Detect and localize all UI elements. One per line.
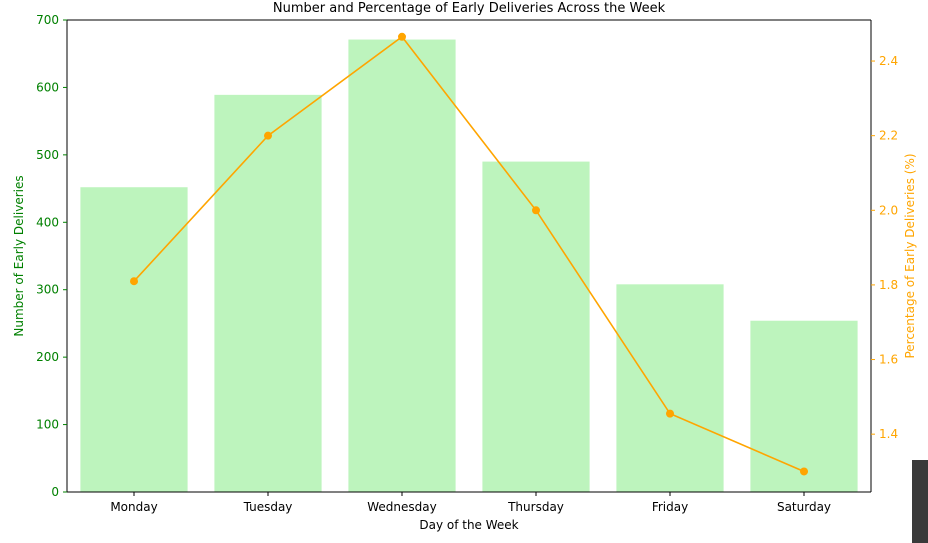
percentage-line (133, 35, 805, 473)
bar-thursday (482, 161, 590, 492)
y-tick-label: 700 (36, 13, 59, 27)
y2-tick-label: 1.8 (879, 278, 898, 292)
point-monday (130, 277, 138, 286)
y-tick-label: 600 (36, 80, 59, 94)
line-layer (130, 32, 808, 476)
chart-title: Number and Percentage of Early Deliverie… (273, 1, 666, 16)
y2-tick-label: 2.4 (879, 54, 898, 68)
y2-tick-label: 2.0 (879, 203, 898, 217)
y-tick-label: 300 (36, 283, 59, 297)
bars-layer (80, 39, 858, 493)
y2-tick-label: 1.6 (879, 353, 898, 367)
axes-layer (66, 19, 872, 493)
y-axis-label: Number of Early Deliveries (12, 175, 26, 336)
y-tick-label: 200 (36, 350, 59, 364)
bar-tuesday (214, 94, 322, 492)
x-tick-label: Monday (110, 500, 157, 514)
x-tick-label: Wednesday (367, 500, 436, 514)
y-ticks: 0 100 200 300 400 500 600 700 (36, 13, 67, 499)
y2-tick-label: 1.4 (879, 427, 898, 441)
x-ticks: Monday Tuesday Wednesday Thursday Friday Satu… (110, 492, 831, 514)
x-tick-label: Tuesday (243, 500, 293, 514)
x-tick-label: Friday (652, 500, 688, 514)
y2-tick-label: 2.2 (879, 129, 898, 143)
y-tick-label: 500 (36, 148, 59, 162)
x-axis-label: Day of the Week (419, 518, 518, 532)
y2-ticks: 1.4 1.6 1.8 2.0 2.2 2.4 (871, 54, 898, 441)
y-tick-label: 400 (36, 215, 59, 229)
point-wednesday (398, 32, 406, 41)
bar-friday (616, 284, 724, 492)
x-tick-label: Saturday (777, 500, 831, 514)
point-friday (666, 409, 674, 418)
point-thursday (532, 206, 540, 215)
point-tuesday (264, 131, 272, 140)
bar-wednesday (348, 39, 456, 493)
point-saturday (800, 467, 808, 476)
x-tick-label: Thursday (507, 500, 564, 514)
bar-saturday (750, 320, 858, 492)
y-tick-label: 0 (51, 485, 59, 499)
y2-axis-label: Percentage of Early Deliveries (%) (903, 153, 917, 358)
scrollbar-handle[interactable] (912, 460, 928, 543)
y-tick-label: 100 (36, 418, 59, 432)
bar-monday (80, 187, 188, 492)
